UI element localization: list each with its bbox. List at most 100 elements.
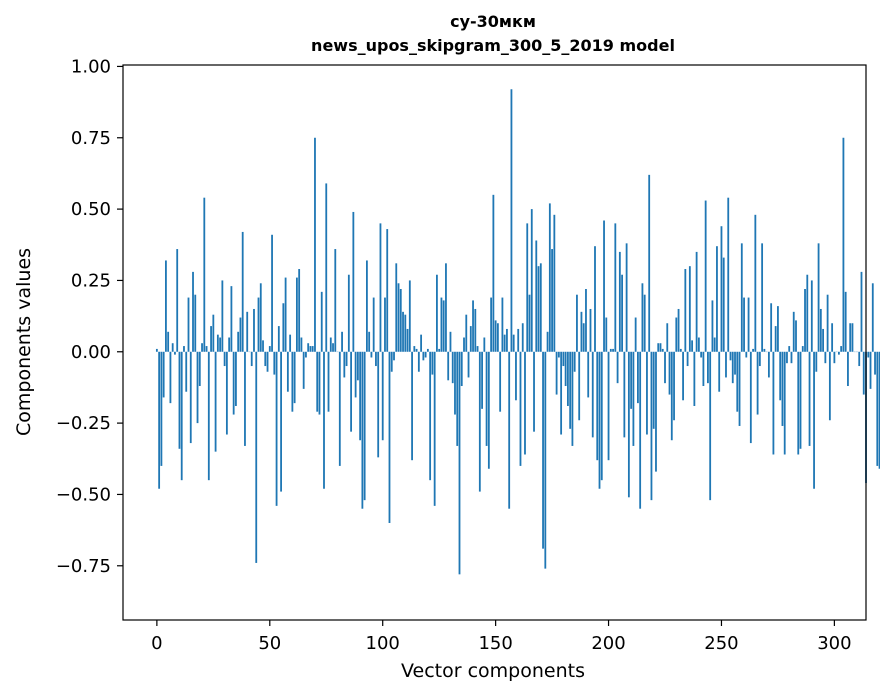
bar [767, 351, 770, 378]
bar [740, 243, 743, 352]
bar [718, 351, 721, 392]
bar [298, 269, 301, 352]
x-tick-label: 300 [817, 633, 851, 654]
bar [847, 351, 849, 387]
bar [878, 351, 880, 469]
bar [770, 303, 773, 352]
bar [408, 280, 411, 352]
bar [720, 226, 723, 352]
bar [510, 89, 513, 352]
bar [743, 297, 745, 352]
bar [650, 351, 653, 501]
bar [390, 351, 393, 372]
bar [223, 351, 226, 367]
bar [169, 351, 172, 404]
bar [824, 351, 827, 364]
bar [684, 269, 687, 352]
bar [438, 348, 441, 352]
bar [512, 334, 515, 352]
bar [320, 291, 323, 352]
bar [786, 351, 788, 364]
bar [257, 297, 260, 352]
bar [851, 323, 854, 352]
bar [664, 351, 666, 384]
bar [235, 351, 237, 406]
y-tick-label: −0.50 [56, 484, 111, 505]
plot-frame [122, 64, 867, 621]
bar [411, 351, 413, 461]
bar [447, 351, 450, 381]
bar [632, 351, 635, 446]
bar [517, 328, 520, 352]
bar [729, 351, 732, 361]
bar [695, 251, 698, 352]
bar [417, 351, 420, 372]
bar [212, 314, 215, 352]
bar [187, 297, 190, 352]
bar [822, 328, 824, 352]
x-axis: 0 50 100 150 200 250 300 [151, 620, 852, 654]
bar [585, 289, 587, 352]
bar [582, 323, 585, 352]
bar [806, 274, 809, 352]
y-tick-label: 0.25 [71, 270, 111, 291]
bar [454, 351, 456, 415]
bar [655, 351, 657, 472]
bar [646, 351, 648, 435]
bar [858, 351, 861, 367]
bar [542, 351, 544, 549]
bar [393, 351, 395, 361]
bar [343, 351, 346, 378]
bar [350, 351, 352, 432]
y-tick-label: −0.25 [56, 413, 111, 434]
chart-subtitle: news_upos_skipgram_300_5_2019 model [311, 36, 675, 55]
bar [781, 351, 784, 426]
bar [736, 351, 739, 412]
bar [551, 249, 553, 352]
bar [474, 308, 477, 352]
bar [250, 351, 253, 367]
bar [596, 351, 599, 461]
bar [167, 331, 170, 352]
bar [508, 351, 511, 509]
bar [386, 229, 389, 352]
bar [284, 277, 287, 352]
bar [176, 249, 179, 352]
bar [808, 351, 811, 446]
bar [749, 351, 752, 444]
bar [494, 320, 497, 352]
bar [311, 346, 314, 352]
bar [300, 337, 303, 352]
bar [630, 351, 633, 409]
bar [487, 351, 490, 469]
bar [456, 351, 459, 446]
bar [634, 317, 637, 352]
bar [404, 314, 407, 352]
bar [388, 351, 391, 523]
bar [397, 283, 400, 352]
bar [442, 300, 445, 352]
bar [345, 351, 348, 367]
bar [668, 351, 671, 395]
bar [194, 294, 197, 352]
bar [445, 263, 447, 352]
bar [185, 351, 188, 392]
bar [210, 326, 212, 352]
bar [530, 209, 533, 352]
bar [774, 326, 777, 352]
bar [783, 351, 786, 455]
bar [232, 351, 235, 415]
bar [670, 351, 673, 441]
bar [515, 351, 517, 401]
bar [693, 351, 696, 406]
bar [420, 334, 423, 352]
bar [352, 211, 355, 352]
bar [797, 351, 800, 455]
bar [711, 300, 714, 352]
bar [519, 351, 522, 466]
bar [677, 308, 680, 352]
bar [661, 348, 664, 352]
bar [426, 348, 429, 352]
bar [756, 351, 759, 415]
x-tick-label: 250 [704, 633, 738, 654]
